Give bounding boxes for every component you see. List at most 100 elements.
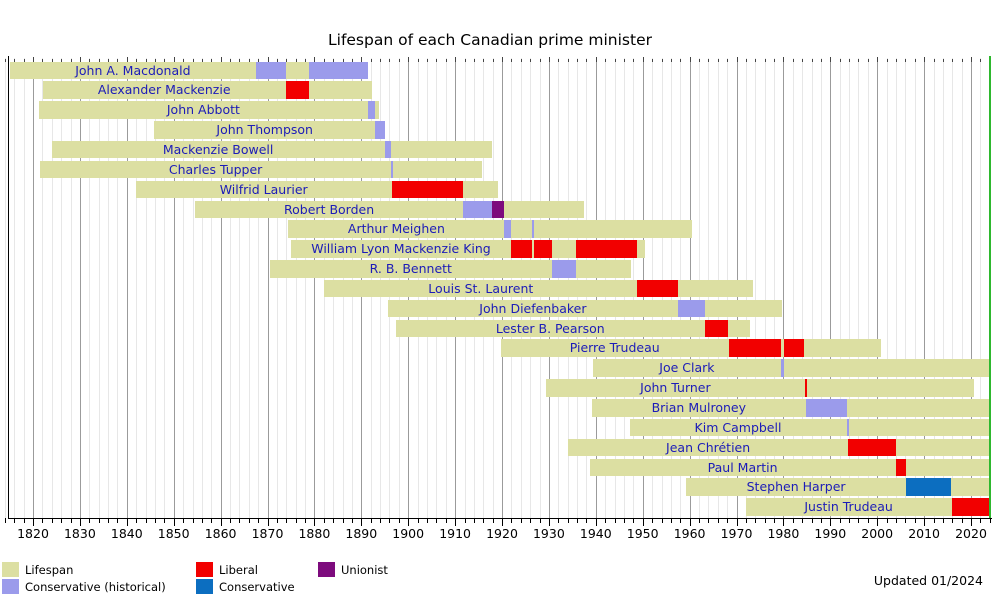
axis-tick xyxy=(924,517,926,526)
axis-tick-label: 1890 xyxy=(345,526,378,541)
pm-name-label: Kim Campbell xyxy=(694,419,782,435)
top-tick xyxy=(333,59,335,62)
axis-tick xyxy=(652,517,654,523)
top-tick xyxy=(952,59,954,62)
chart-title: Lifespan of each Canadian prime minister xyxy=(328,31,652,49)
grid-line-minor xyxy=(108,58,109,518)
axis-tick xyxy=(952,517,954,523)
axis-tick xyxy=(211,517,213,523)
top-tick xyxy=(173,57,175,62)
top-tick xyxy=(4,59,6,62)
top-tick xyxy=(276,59,278,62)
top-tick xyxy=(136,59,138,62)
top-tick xyxy=(530,59,532,62)
term-segment-liberal xyxy=(804,379,807,397)
axis-tick xyxy=(389,517,391,523)
grid-line-major xyxy=(877,58,879,518)
top-tick xyxy=(764,59,766,62)
axis-tick xyxy=(398,517,400,523)
top-tick xyxy=(670,59,672,62)
top-tick xyxy=(483,59,485,62)
axis-line xyxy=(8,517,992,519)
term-segment-conservative_historical xyxy=(384,140,392,159)
axis-tick xyxy=(802,517,804,523)
axis-tick xyxy=(942,517,944,523)
legend-item-lifespan: Lifespan xyxy=(2,562,73,577)
term-segment-conservative_historical xyxy=(780,359,785,377)
axis-tick-label: 1970 xyxy=(720,526,753,541)
legend-label-conservative: Conservative xyxy=(219,579,295,594)
axis-tick xyxy=(351,517,353,523)
axis-tick xyxy=(502,517,503,526)
grid-line-major xyxy=(126,58,128,518)
axis-tick xyxy=(333,517,335,523)
axis-tick xyxy=(42,517,44,523)
axis-tick xyxy=(849,517,851,523)
top-tick xyxy=(548,57,550,62)
top-tick xyxy=(154,59,156,62)
top-tick xyxy=(689,57,691,62)
plot-left-border xyxy=(8,56,9,518)
pm-name-label: Joe Clark xyxy=(659,360,715,376)
axis-tick xyxy=(971,517,972,526)
top-tick xyxy=(201,59,203,62)
top-tick xyxy=(586,59,588,62)
axis-tick xyxy=(61,517,63,523)
term-segment-unionist xyxy=(491,200,505,219)
top-tick xyxy=(942,59,944,62)
axis-tick-label: 1840 xyxy=(110,526,143,541)
axis-tick xyxy=(820,517,822,523)
pm-name-label: Alexander Mackenzie xyxy=(97,82,231,98)
grid-line-minor xyxy=(89,58,91,518)
grid-line-major xyxy=(79,58,81,518)
lifespan-bar xyxy=(51,140,493,159)
term-segment-liberal xyxy=(285,81,309,99)
axis-tick xyxy=(483,517,485,523)
top-tick xyxy=(258,59,260,62)
top-tick xyxy=(736,57,738,62)
pm-name-label: Wilfrid Laurier xyxy=(219,181,308,197)
top-tick xyxy=(811,59,813,62)
top-tick xyxy=(239,59,241,62)
axis-tick xyxy=(642,517,644,526)
grid-line-minor xyxy=(933,58,935,518)
top-tick xyxy=(502,57,503,62)
term-segment-conservative_historical xyxy=(677,299,706,318)
grid-line-minor xyxy=(14,58,16,518)
axis-tick xyxy=(220,517,222,526)
term-segment-conservative_historical xyxy=(308,61,368,80)
top-tick xyxy=(389,59,391,62)
top-tick xyxy=(623,59,625,62)
axis-tick xyxy=(258,517,260,523)
pm-name-label: Lester B. Pearson xyxy=(495,320,605,336)
legend-item-unionist: Unionist xyxy=(318,562,388,577)
grid-line-minor xyxy=(811,58,813,518)
pm-name-label: Stephen Harper xyxy=(746,479,846,495)
legend-label-liberal: Liberal xyxy=(219,562,258,577)
pm-name-label: Mackenzie Bowell xyxy=(162,141,274,157)
lifespan-bar xyxy=(40,160,483,179)
grid-line-minor xyxy=(211,58,213,518)
axis-tick xyxy=(539,517,541,523)
grid-line-major xyxy=(314,58,316,518)
axis-tick xyxy=(126,517,128,526)
axis-tick xyxy=(783,517,785,526)
lifespan-bar xyxy=(194,200,584,219)
pm-name-label: John A. Macdonald xyxy=(75,62,191,78)
top-tick xyxy=(267,57,269,62)
pm-name-label: William Lyon Mackenzie King xyxy=(311,241,491,257)
top-tick xyxy=(445,59,447,62)
grid-line-minor xyxy=(295,58,297,518)
axis-tick xyxy=(727,517,729,523)
pm-name-label: Paul Martin xyxy=(707,459,778,475)
grid-line-major xyxy=(267,58,269,518)
pm-name-label: John Turner xyxy=(640,380,711,396)
lifespan-bar xyxy=(288,220,693,238)
grid-line-minor xyxy=(192,58,194,518)
axis-tick xyxy=(586,517,588,523)
top-tick xyxy=(802,59,804,62)
top-tick xyxy=(717,59,719,62)
grid-line-major xyxy=(924,58,926,518)
top-tick xyxy=(877,57,879,62)
axis-tick xyxy=(70,517,72,523)
